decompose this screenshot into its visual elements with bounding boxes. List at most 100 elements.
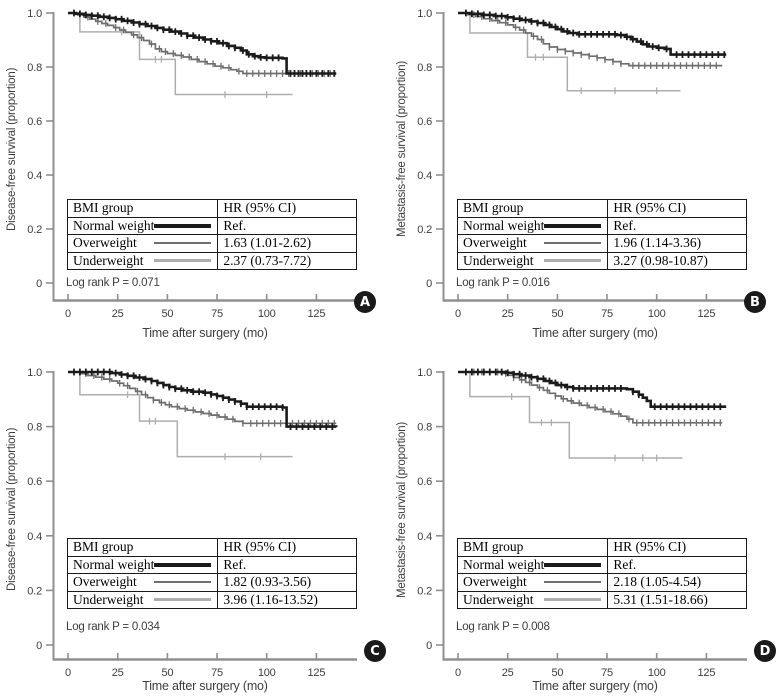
normal-weight-line-sample	[154, 223, 212, 228]
y-tick-label: 0.4	[27, 531, 42, 543]
normal-weight-line-sample	[154, 562, 212, 567]
x-tick-label: 25	[112, 667, 124, 679]
y-tick-label: 0.8	[417, 422, 432, 434]
legend-label-normal-weight: Normal weight	[463, 217, 545, 233]
legend-label-overweight: Overweight	[73, 574, 137, 589]
x-axis-title: Time after surgery (mo)	[142, 679, 268, 693]
series-normal	[458, 9, 727, 58]
y-tick-label: 0.6	[417, 476, 432, 488]
legend-label-normal-weight: Normal weight	[73, 556, 155, 572]
curve-normal	[68, 370, 338, 428]
legend-hr-normal: Ref.	[217, 216, 358, 235]
logrank-p-value: Log rank P = 0.008	[456, 621, 550, 633]
x-axis-title: Time after surgery (mo)	[532, 326, 658, 340]
overweight-line-sample	[154, 581, 212, 584]
panel-letter-badge-a: A	[354, 291, 376, 313]
y-tick-label: 0.8	[27, 422, 42, 434]
legend-hr-underweight: 2.37 (0.73-7.72)	[217, 251, 358, 270]
series-overweight	[458, 11, 723, 69]
y-axis-title: Disease-free survival (proportion)	[6, 67, 18, 231]
x-tick-label: 50	[551, 667, 563, 679]
curve-normal	[458, 370, 727, 408]
x-axis: 0 25 50 75 100 125	[443, 653, 747, 679]
km-plot-b: 1.0 0.8 0.6 0.4 0.2 0 0 25 50 75 100 125	[417, 8, 747, 320]
x-tick-label: 125	[698, 308, 716, 320]
legend-hr-overweight: 1.82 (0.93-3.56)	[217, 573, 358, 592]
series-normal	[68, 9, 337, 77]
y-axis: 1.0 0.8 0.6 0.4 0.2 0	[27, 367, 55, 661]
x-tick-label: 50	[161, 667, 173, 679]
legend-hr-underweight: 5.31 (1.51-18.66)	[607, 590, 748, 609]
y-tick-label: 0.6	[27, 476, 42, 488]
x-tick-label: 100	[258, 308, 276, 320]
legend-label-overweight: Overweight	[463, 235, 527, 250]
normal-weight-line-sample	[544, 223, 602, 228]
legend-header-hr-ci: HR (95% CI)	[607, 199, 748, 218]
y-tick-label: 1.0	[27, 367, 42, 379]
y-tick-label: 0.4	[27, 170, 42, 182]
curve-overweight	[68, 371, 337, 425]
y-tick-label: 0.6	[417, 116, 432, 128]
legend-header-bmi-group: BMI group	[66, 538, 219, 557]
logrank-p-value: Log rank P = 0.034	[66, 621, 160, 633]
normal-weight-line-sample	[544, 562, 602, 567]
x-tick-label: 100	[258, 667, 276, 679]
y-axis: 1.0 0.8 0.6 0.4 0.2 0	[417, 8, 445, 302]
legend-label-normal-weight: Normal weight	[463, 556, 545, 572]
legend-label-overweight: Overweight	[463, 574, 527, 589]
x-tick-label: 75	[211, 667, 223, 679]
y-tick-label: 1.0	[417, 367, 432, 379]
x-tick-label: 125	[698, 667, 716, 679]
x-axis: 0 25 50 75 100 125	[53, 294, 357, 320]
km-plot-a: 1.0 0.8 0.6 0.4 0.2 0 0 25 50 75 100 125	[27, 8, 357, 320]
y-tick-label: 0.4	[417, 170, 432, 182]
x-tick-label: 25	[112, 308, 124, 320]
km-plot-d: 1.0 0.8 0.6 0.4 0.2 0 0 25 50 75 100 125	[417, 367, 747, 679]
y-tick-label: 0	[36, 640, 42, 652]
legend-hr-overweight: 2.18 (1.05-4.54)	[607, 573, 748, 592]
x-tick-label: 50	[161, 308, 173, 320]
overweight-line-sample	[544, 581, 602, 584]
underweight-line-sample	[544, 598, 602, 602]
legend-table: BMI group HR (95% CI) Normal weight Ref.…	[66, 538, 358, 609]
y-tick-label: 0.8	[27, 62, 42, 74]
series-underweight	[458, 12, 681, 95]
underweight-line-sample	[154, 598, 212, 602]
curve-underweight	[458, 371, 683, 459]
x-tick-label: 75	[601, 667, 613, 679]
y-axis-title: Disease-free survival (proportion)	[6, 427, 18, 592]
x-tick-label: 125	[308, 308, 326, 320]
legend-hr-normal: Ref.	[607, 216, 748, 235]
legend-header-bmi-group: BMI group	[456, 199, 609, 218]
y-tick-label: 1.0	[27, 8, 42, 20]
x-tick-label: 50	[551, 308, 563, 320]
curve-underweight	[68, 12, 293, 96]
panel-b: 1.0 0.8 0.6 0.4 0.2 0 0 25 50 75 100 125 Metastasis…	[390, 0, 780, 349]
legend-header-bmi-group: BMI group	[456, 538, 609, 557]
x-tick-label: 25	[502, 308, 514, 320]
panel-d: 1.0 0.8 0.6 0.4 0.2 0 0 25 50 75 100 125 Metastasis…	[390, 349, 780, 698]
y-tick-label: 0.2	[27, 224, 42, 236]
series-underweight	[458, 371, 683, 462]
y-tick-label: 0.8	[417, 62, 432, 74]
x-tick-label: 100	[648, 667, 666, 679]
x-axis: 0 25 50 75 100 125	[443, 294, 747, 320]
curve-overweight	[458, 371, 723, 424]
curve-normal	[68, 11, 337, 75]
legend-label-underweight: Underweight	[463, 591, 534, 607]
x-tick-label: 75	[601, 308, 613, 320]
curve-overweight	[68, 12, 337, 75]
series-overweight	[458, 368, 723, 427]
x-tick-label: 0	[65, 667, 71, 679]
y-axis: 1.0 0.8 0.6 0.4 0.2 0	[27, 8, 55, 302]
legend-hr-overweight: 1.63 (1.01-2.62)	[217, 234, 358, 253]
x-tick-label: 100	[648, 308, 666, 320]
overweight-line-sample	[154, 242, 212, 245]
y-tick-label: 0.4	[417, 531, 432, 543]
x-axis-title: Time after surgery (mo)	[142, 326, 268, 340]
legend-header-hr-ci: HR (95% CI)	[217, 199, 358, 218]
series-overweight	[68, 370, 337, 427]
panel-c: 1.0 0.8 0.6 0.4 0.2 0 0 25 50 75 100 125 Disease-fr…	[0, 349, 390, 698]
y-tick-label: 0	[36, 278, 42, 290]
